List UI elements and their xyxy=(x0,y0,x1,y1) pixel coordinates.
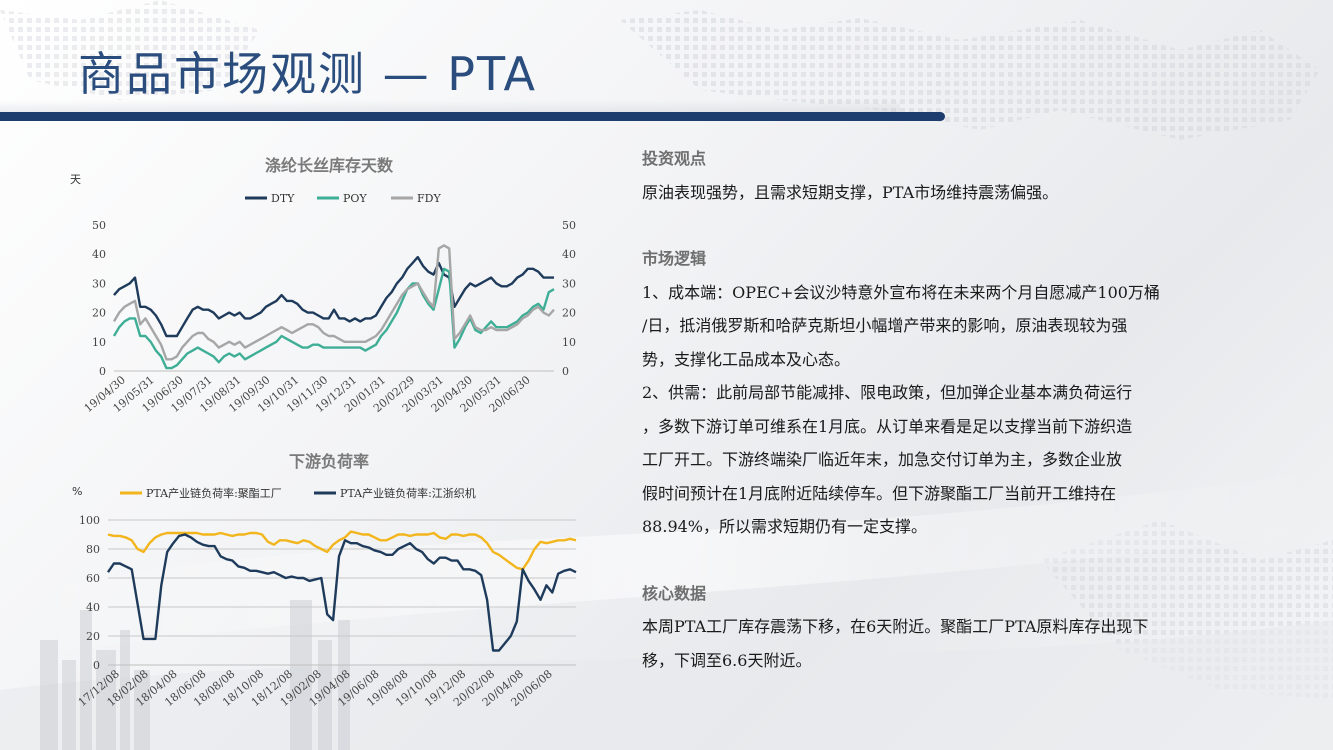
chart-series xyxy=(112,244,555,370)
chart-title: 涤纶长丝库存天数 xyxy=(265,156,394,175)
y-tick-label: 0 xyxy=(93,659,100,672)
market-logic-line: 工厂开工。下游终端染厂临近年末，加急交付订单为主，多数企业放 xyxy=(642,450,1123,469)
market-logic-line: 势，支撑化工品成本及心态。 xyxy=(642,349,851,369)
series-line-1 xyxy=(113,255,554,338)
y2-tick-label: 30 xyxy=(562,277,576,290)
y-axis-unit: % xyxy=(72,485,82,498)
y-tick-label: 40 xyxy=(86,601,100,614)
series-line-1 xyxy=(107,530,577,571)
y-tick-label: 40 xyxy=(92,248,106,261)
market-logic-line: 假时间预计在1月底附近陆续停车。但下游聚酯工厂当前开工维持在 xyxy=(642,483,1117,503)
chart-title: 下游负荷率 xyxy=(289,452,369,471)
y-tick-label: 30 xyxy=(92,277,106,290)
chart-legend: DTY POY FDY xyxy=(245,192,441,205)
y-tick-label: 80 xyxy=(86,543,100,556)
market-logic-line: 2、供需：此前局部节能减排、限电政策，但加弹企业基本满负荷运行 xyxy=(642,383,1133,402)
series-line-2 xyxy=(107,533,577,652)
series-line-2 xyxy=(112,267,555,370)
y-tick-label: 20 xyxy=(86,630,100,643)
investment-view-text: 原油表现强势，且需求短期支撑，PTA市场维持震荡偏强。 xyxy=(642,182,1059,202)
polyester-filament-inventory-chart: 涤纶长丝库存天数 天 DTY POY FDY 0 10 20 30 40 50 0 10 20 30 4… xyxy=(70,156,576,415)
market-logic-line: 1、成本端：OPEC+会议沙特意外宣布将在未来两个月自愿减产100万桶 xyxy=(642,282,1160,302)
legend-label: PTA产业链负荷率:聚酯工厂 xyxy=(146,486,282,500)
market-logic-line: 88.94%，所以需求短期仍有一定支撑。 xyxy=(642,517,928,536)
investment-view-heading: 投资观点 xyxy=(642,149,707,168)
title-underline-shadow xyxy=(0,100,900,112)
y2-tick-label: 0 xyxy=(562,365,569,378)
legend-label: DTY xyxy=(271,192,295,205)
y-tick-label: 20 xyxy=(92,307,106,320)
core-data-line: 移，下调至6.6天附近。 xyxy=(642,650,812,670)
analysis-panel: 投资观点 原油表现强势，且需求短期支撑，PTA市场维持震荡偏强。 市场逻辑 1、… xyxy=(642,142,1252,677)
legend-label: FDY xyxy=(417,192,441,205)
y2-tick-label: 50 xyxy=(562,219,576,232)
market-logic-heading: 市场逻辑 xyxy=(642,249,707,268)
y-tick-label: 60 xyxy=(86,572,100,585)
market-logic-line: ，多数下游订单可维系在1月底。从订单来看是足以支撑当前下游织造 xyxy=(642,416,1133,436)
y2-tick-label: 10 xyxy=(562,336,576,349)
y-tick-label: 100 xyxy=(79,514,100,527)
y2-tick-label: 40 xyxy=(562,248,576,261)
market-logic-line: /日，抵消俄罗斯和哈萨克斯坦小幅增产带来的影响，原油表现较为强 xyxy=(642,316,1128,335)
core-data-heading: 核心数据 xyxy=(642,583,707,603)
page-title: 商品市场观测 — PTA xyxy=(78,47,537,101)
y-tick-label: 0 xyxy=(99,365,106,378)
downstream-load-rate-chart: 下游负荷率 % PTA产业链负荷率:聚酯工厂 PTA产业链负荷率:江浙织机 0 20… xyxy=(72,452,577,709)
y-tick-label: 50 xyxy=(92,219,106,232)
chart-series xyxy=(107,530,577,652)
legend-label: PTA产业链负荷率:江浙织机 xyxy=(340,486,476,500)
y-axis-unit: 天 xyxy=(70,173,81,186)
y2-tick-label: 20 xyxy=(562,307,576,320)
core-data-line: 本周PTA工厂库存震荡下移，在6天附近。聚酯工厂PTA原料库存出现下 xyxy=(642,617,1149,636)
title-accent-bar xyxy=(0,112,945,121)
legend-label: POY xyxy=(343,192,367,205)
chart-legend: PTA产业链负荷率:聚酯工厂 PTA产业链负荷率:江浙织机 xyxy=(120,486,476,500)
series-line-3 xyxy=(112,244,555,361)
y-tick-label: 10 xyxy=(92,336,106,349)
